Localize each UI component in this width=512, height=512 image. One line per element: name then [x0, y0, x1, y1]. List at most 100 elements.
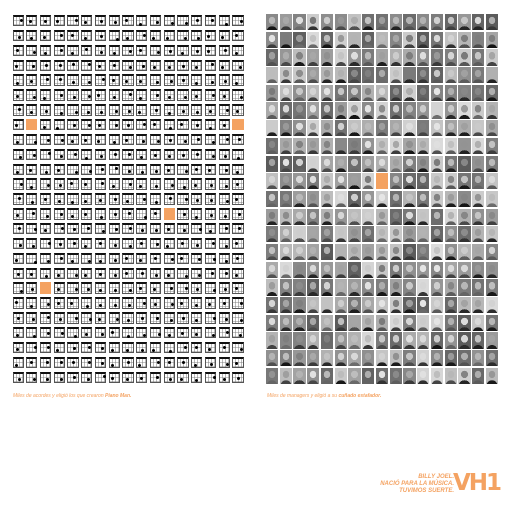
chord-diagram — [12, 148, 24, 161]
chord-diagram — [53, 59, 65, 71]
chord-diagram — [122, 327, 134, 339]
chord-diagram — [53, 312, 65, 324]
chord-diagram — [26, 59, 38, 71]
portrait — [348, 190, 361, 208]
chord-diagram — [191, 208, 203, 220]
portrait — [279, 120, 292, 137]
chord-diagram — [232, 29, 244, 42]
chord-diagram — [191, 193, 203, 205]
tagline-line-2: Nació para la música. — [380, 481, 454, 487]
chord-diagram — [122, 223, 134, 235]
chord-diagram — [53, 327, 65, 339]
chord-diagram — [204, 104, 217, 116]
chord-diagram — [94, 252, 107, 265]
chord-diagram — [67, 29, 79, 42]
portrait — [307, 84, 320, 101]
portrait — [307, 120, 320, 137]
portrait — [430, 84, 444, 101]
portrait — [320, 49, 334, 66]
chord-diagram — [53, 15, 65, 27]
chord-diagram — [204, 74, 217, 86]
portrait — [485, 31, 498, 48]
portrait — [389, 314, 402, 331]
chord-diagram — [67, 252, 79, 265]
portrait — [389, 332, 402, 349]
chord-diagram — [218, 327, 230, 339]
chord-diagram — [26, 267, 38, 279]
chord-diagram — [108, 59, 120, 71]
portrait — [430, 208, 444, 225]
portrait — [472, 31, 485, 48]
chord-diagram — [108, 252, 120, 265]
portrait — [293, 297, 306, 314]
portrait — [334, 190, 347, 208]
chord-diagram — [136, 89, 148, 101]
portrait — [348, 226, 361, 243]
portrait — [348, 261, 361, 278]
chord-diagram — [67, 59, 79, 71]
chord-diagram — [191, 119, 203, 131]
chord-diagram — [149, 29, 162, 42]
portrait — [293, 279, 306, 296]
portrait — [334, 314, 347, 331]
portrait — [362, 367, 375, 384]
chord-diagram — [177, 312, 189, 324]
portrait — [279, 155, 292, 172]
portrait — [403, 314, 416, 331]
chord-diagram — [232, 104, 244, 116]
portrait — [444, 173, 457, 190]
portrait — [320, 137, 334, 155]
chord-diagram — [232, 252, 244, 265]
chord-diagram — [191, 223, 203, 235]
chord-diagram — [39, 119, 52, 131]
chord-diagram — [94, 356, 107, 369]
portrait — [307, 14, 320, 31]
portrait — [472, 155, 485, 172]
portrait — [375, 243, 389, 261]
chord-diagram — [204, 267, 217, 279]
portrait — [348, 279, 361, 296]
portrait — [348, 332, 361, 349]
chord-diagram — [81, 267, 93, 279]
portrait — [279, 84, 292, 101]
chord-diagram — [12, 356, 24, 369]
chord-diagram — [26, 356, 38, 369]
portrait — [375, 155, 389, 172]
chord-diagram — [81, 15, 93, 27]
chord-diagram — [12, 74, 24, 86]
portrait — [430, 137, 444, 155]
portrait — [472, 102, 485, 119]
chord-diagram — [53, 267, 65, 279]
portrait — [266, 49, 279, 66]
chord-diagram — [149, 341, 162, 354]
chord-diagram — [81, 223, 93, 235]
portrait — [279, 279, 292, 296]
chord-diagram — [163, 267, 175, 279]
portrait — [362, 173, 375, 190]
chord-diagram — [67, 44, 79, 57]
portrait — [389, 279, 402, 296]
portrait — [348, 350, 361, 367]
chord-diagram — [149, 178, 162, 190]
portrait — [472, 67, 485, 84]
portrait — [472, 173, 485, 190]
chord-diagram — [136, 178, 148, 190]
chord-diagram — [12, 133, 24, 146]
chord-diagram — [177, 282, 189, 294]
portrait — [417, 155, 430, 172]
chord-diagram — [81, 312, 93, 324]
chord-diagram — [26, 29, 38, 42]
portrait — [375, 49, 389, 66]
chord-diagram — [218, 104, 230, 116]
chord-diagram — [39, 267, 52, 279]
chord-diagram — [136, 59, 148, 71]
portrait — [362, 279, 375, 296]
portrait — [266, 120, 279, 137]
portrait — [444, 137, 457, 155]
portrait — [403, 31, 416, 48]
portrait — [389, 297, 402, 314]
portrait — [334, 350, 347, 367]
chord-diagram — [94, 223, 107, 235]
chord-diagram — [204, 327, 217, 339]
chord-diagram — [218, 193, 230, 205]
